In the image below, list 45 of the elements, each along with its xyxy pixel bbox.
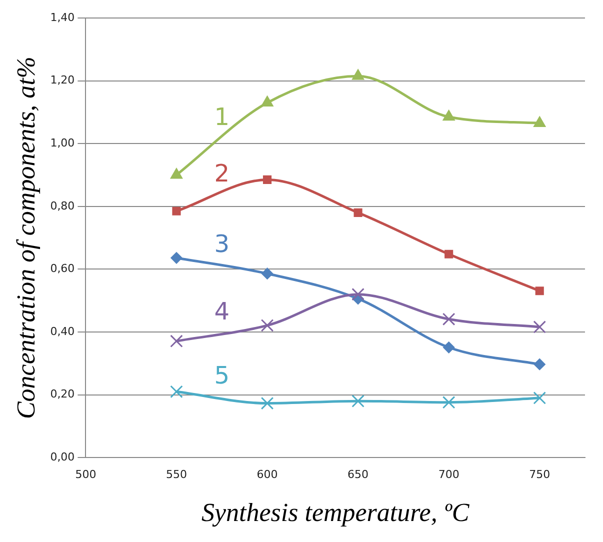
point (535, 286, 544, 296)
point (260, 396, 274, 410)
x-axis-title: Synthesis temperature, ºC (201, 498, 470, 528)
point (352, 394, 364, 408)
point (260, 319, 274, 332)
point (442, 396, 456, 409)
y-tick-label: 0,60 (50, 262, 75, 276)
point (172, 206, 181, 216)
series-label: 4 (214, 297, 230, 326)
point (262, 268, 274, 280)
y-tick-label: 1,00 (50, 136, 75, 150)
point (443, 342, 455, 354)
y-tick-label: 0,80 (50, 199, 75, 212)
y-tick-label: 0,00 (50, 450, 75, 464)
point (442, 110, 455, 121)
point (170, 252, 182, 264)
point (533, 392, 546, 404)
x-tick-label: 550 (166, 468, 187, 482)
series-label: 2 (214, 160, 230, 188)
y-tick-label: 0,20 (50, 388, 75, 401)
point (261, 96, 274, 107)
point (534, 116, 546, 127)
point (170, 385, 183, 398)
x-tick-label: 750 (529, 468, 550, 482)
y-tick-label: 1,20 (50, 74, 75, 87)
x-tick-label: 500 (75, 468, 96, 482)
point (442, 312, 456, 326)
point (262, 175, 272, 184)
x-tick-label: 700 (438, 468, 460, 482)
point (170, 334, 183, 348)
series-label: 3 (214, 230, 230, 258)
point (352, 69, 364, 80)
point (533, 320, 546, 334)
point (444, 250, 454, 258)
y-tick-label: 1,40 (50, 10, 75, 24)
series-label: 1 (214, 103, 230, 132)
point (534, 358, 546, 370)
point (352, 288, 364, 301)
series-label: 5 (214, 362, 230, 390)
x-tick-label: 600 (256, 468, 278, 482)
point (170, 168, 182, 179)
x-tick-label: 650 (348, 468, 369, 482)
point (354, 208, 362, 217)
y-axis-title: Concentration of components, at% (11, 56, 40, 420)
y-tick-label: 0,40 (50, 324, 75, 338)
